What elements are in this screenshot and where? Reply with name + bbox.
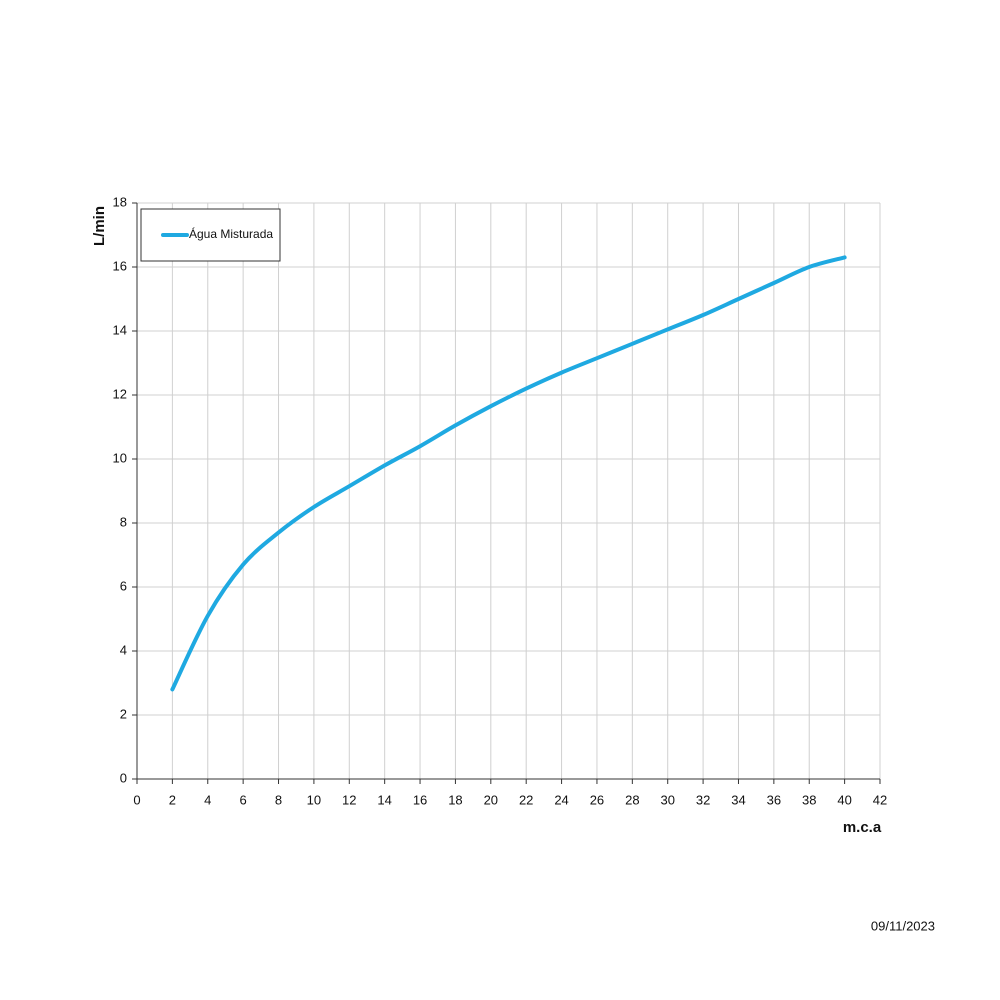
x-tick-label: 16 xyxy=(413,792,427,807)
x-tick-label: 22 xyxy=(519,792,533,807)
x-axis-label: m.c.a xyxy=(843,819,882,836)
data-line xyxy=(170,255,847,692)
y-tick-label: 18 xyxy=(113,194,127,209)
x-tick-label: 6 xyxy=(240,792,247,807)
y-tick-label: 8 xyxy=(120,514,127,529)
y-tick-label: 10 xyxy=(113,450,127,465)
legend-label: Água Misturada xyxy=(189,226,273,241)
x-tick-label: 18 xyxy=(448,792,462,807)
x-tick-label: 20 xyxy=(484,792,498,807)
y-tick-label: 14 xyxy=(113,322,127,337)
x-tick-label: 34 xyxy=(731,792,745,807)
y-tick-label: 12 xyxy=(113,386,127,401)
x-tick-label: 14 xyxy=(377,792,391,807)
x-tick-label: 26 xyxy=(590,792,604,807)
y-tick-label: 16 xyxy=(113,258,127,273)
x-tick-label: 8 xyxy=(275,792,282,807)
y-axis-label: L/min xyxy=(91,206,108,246)
x-tick-label: 36 xyxy=(767,792,781,807)
y-tick-label: 0 xyxy=(120,770,127,785)
y-tick-label: 2 xyxy=(120,706,127,721)
x-tick-label: 28 xyxy=(625,792,639,807)
y-tick-label: 4 xyxy=(120,642,127,657)
x-tick-label: 40 xyxy=(837,792,851,807)
x-tick-label: 38 xyxy=(802,792,816,807)
x-tick-label: 42 xyxy=(873,792,887,807)
x-tick-label: 30 xyxy=(660,792,674,807)
x-tick-label: 2 xyxy=(169,792,176,807)
x-tick-label: 24 xyxy=(554,792,568,807)
x-tick-label: 10 xyxy=(307,792,321,807)
y-tick-label: 6 xyxy=(120,578,127,593)
date-label: 09/11/2023 xyxy=(871,918,935,933)
x-tick-label: 32 xyxy=(696,792,710,807)
x-tick-label: 12 xyxy=(342,792,356,807)
x-tick-label: 0 xyxy=(133,792,140,807)
x-tick-label: 4 xyxy=(204,792,211,807)
